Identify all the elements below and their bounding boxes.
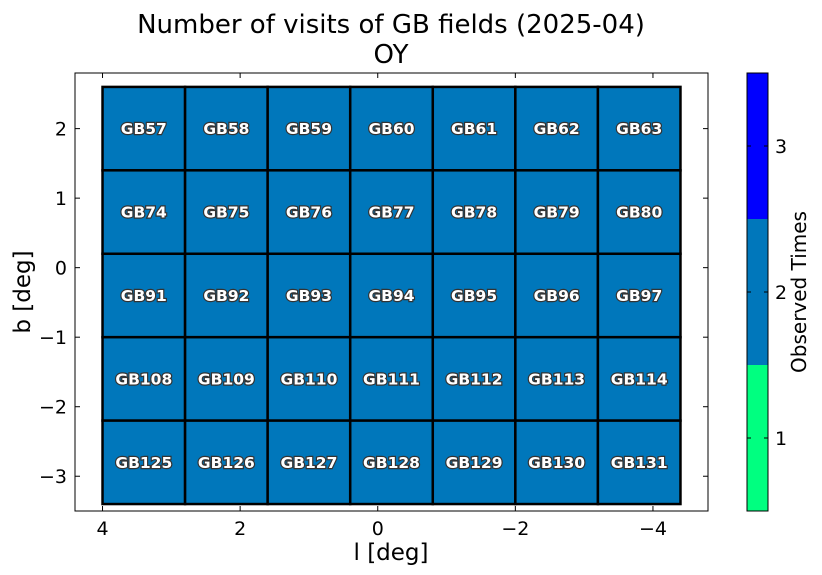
y-tick-label: 1 — [55, 188, 67, 210]
heatmap-cell — [431, 169, 517, 256]
heatmap-cells: GB57 GB58 GB59 GB60 GB61 GB62 GB63 GB74 GB75 GB76… — [101, 85, 682, 506]
heatmap-cell — [431, 252, 517, 339]
field-label: GB78 — [451, 204, 497, 222]
plot-frame — [74, 72, 709, 512]
field-label: GB92 — [203, 287, 249, 305]
field-label: GB57 — [121, 120, 167, 138]
heatmap-cell — [101, 85, 187, 172]
x-tick-label: 2 — [234, 518, 246, 540]
y-tick-label: 2 — [55, 119, 67, 141]
field-label: GB127 — [280, 454, 337, 472]
field-label: GB61 — [451, 120, 497, 138]
field-label: GB109 — [198, 370, 255, 388]
field-label: GB125 — [115, 454, 172, 472]
heatmap-cell — [266, 169, 352, 256]
field-label: GB62 — [534, 120, 580, 138]
field-label: GB80 — [616, 204, 662, 222]
heatmap-cell — [183, 252, 269, 339]
heatmap-cell — [266, 419, 352, 506]
heatmap-cell — [101, 335, 187, 422]
field-label: GB114 — [611, 370, 668, 388]
field-label: GB112 — [446, 370, 503, 388]
field-label: GB58 — [203, 120, 249, 138]
field-label: GB60 — [368, 120, 414, 138]
heatmap-cell — [183, 335, 269, 422]
field-label: GB110 — [280, 370, 337, 388]
field-label: GB95 — [451, 287, 497, 305]
field-label: GB129 — [446, 454, 503, 472]
chart-title: Number of visits of GB fields (2025-04) — [137, 10, 645, 40]
heatmap-cell — [514, 252, 600, 339]
colorbar: 1 2 3 — [746, 72, 787, 512]
field-label: GB126 — [198, 454, 255, 472]
heatmap-cell — [101, 419, 187, 506]
field-label: GB131 — [611, 454, 668, 472]
colorbar-tick-label: 3 — [775, 136, 787, 158]
colorbar-label: Observed Times — [787, 211, 811, 373]
heatmap-cell — [596, 169, 682, 256]
heatmap-cell — [514, 419, 600, 506]
field-label: GB93 — [286, 287, 332, 305]
field-label: GB91 — [121, 287, 167, 305]
field-label: GB97 — [616, 287, 662, 305]
x-tick-label: −2 — [501, 518, 529, 540]
colorbar-tick-label: 1 — [775, 428, 787, 450]
heatmap-cell — [596, 252, 682, 339]
field-label: GB128 — [363, 454, 420, 472]
field-label: GB77 — [368, 204, 414, 222]
x-tick-label: 4 — [96, 518, 108, 540]
heatmap-cell — [183, 85, 269, 172]
colorbar-segment — [747, 219, 768, 365]
heatmap-cell — [514, 335, 600, 422]
colorbar-segment — [747, 365, 768, 511]
heatmap-cell — [266, 252, 352, 339]
x-tick-label: 0 — [372, 518, 384, 540]
field-label: GB113 — [528, 370, 585, 388]
y-tick-label: 0 — [55, 258, 67, 280]
y-axis-label: b [deg] — [10, 250, 36, 333]
field-label: GB79 — [534, 204, 580, 222]
heatmap-cell — [514, 85, 600, 172]
field-label: GB74 — [121, 204, 167, 222]
field-label: GB94 — [368, 287, 414, 305]
colorbar-tick-label: 2 — [775, 282, 787, 304]
heatmap-cell — [101, 169, 187, 256]
x-axis-label: l [deg] — [354, 540, 429, 566]
field-label: GB108 — [115, 370, 172, 388]
field-label: GB75 — [203, 204, 249, 222]
y-tick-label: −3 — [39, 466, 67, 488]
heatmap-cell — [596, 419, 682, 506]
field-label: GB76 — [286, 204, 332, 222]
field-label: GB96 — [534, 287, 580, 305]
chart-subtitle: OY — [374, 40, 409, 70]
x-tick-label: −4 — [639, 518, 667, 540]
y-tick-label: −2 — [39, 397, 67, 419]
x-axis-ticks: 4 2 0 −2 −4 — [96, 73, 667, 540]
field-label: GB130 — [528, 454, 585, 472]
y-tick-label: −1 — [39, 327, 67, 349]
colorbar-segment — [747, 73, 768, 219]
field-label: GB63 — [616, 120, 662, 138]
field-label: GB59 — [286, 120, 332, 138]
y-axis-ticks: 2 1 0 −1 −2 −3 — [39, 119, 708, 488]
field-label: GB111 — [363, 370, 420, 388]
